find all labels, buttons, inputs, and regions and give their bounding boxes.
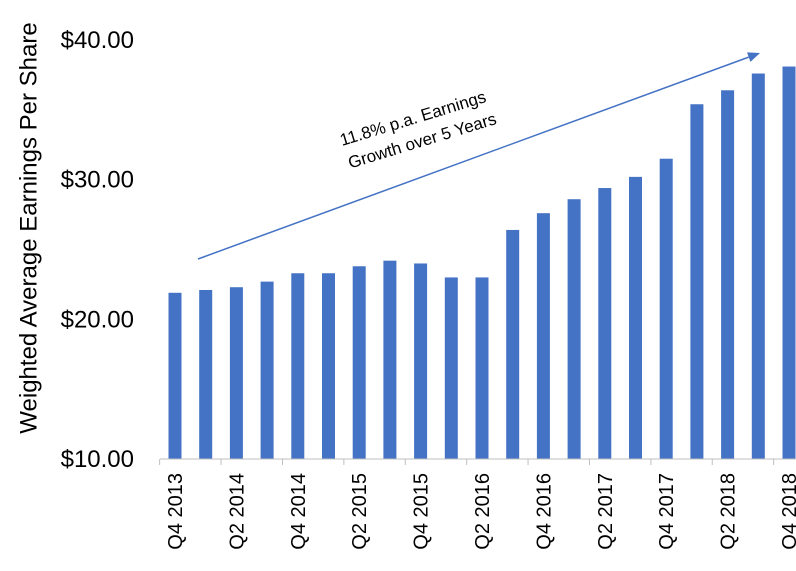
annotation-text: 11.8% p.a. Earnings Growth over 5 Years [338,86,500,173]
y-tick-label: $40.00 [61,27,134,54]
bars [168,66,796,460]
arrow-head-icon [747,52,760,62]
x-axis-tick-marks [159,459,775,465]
y-tick-label: $10.00 [61,446,134,473]
x-tick-label: Q4 2017 [656,473,678,550]
bar [322,273,335,459]
y-tick-label: $20.00 [61,306,134,333]
bar [506,229,520,459]
bar [229,287,243,459]
x-tick-label: Q2 2016 [472,473,494,550]
bar [567,199,581,459]
x-tick-label: Q2 2014 [226,473,248,550]
growth-annotation: 11.8% p.a. Earnings Growth over 5 Years [197,52,760,260]
growth-arrow [197,56,749,260]
x-tick-label: Q4 2014 [288,473,310,550]
bar [598,188,612,459]
x-tick-label: Q4 2018 [779,473,796,550]
bar [690,104,704,459]
bar [168,292,182,459]
bar [291,273,305,459]
x-tick-label: Q4 2015 [411,473,433,550]
bar [199,290,213,459]
bar [782,66,796,459]
bar [352,266,366,459]
x-tick-label: Q4 2016 [533,473,555,550]
bar [721,90,735,459]
x-tick-label: Q2 2018 [718,473,740,550]
bar [444,277,458,459]
x-tick-label: Q2 2017 [595,473,617,550]
bar [659,158,673,459]
y-tick-label: $30.00 [61,167,134,194]
x-axis-ticks: Q4 2013 Q2 2014 Q4 2014 Q2 2015 Q4 2015 Q2 20… [165,473,796,550]
bar [414,263,428,459]
y-axis-label: Weighted Average Earnings Per Share [15,22,42,433]
bar [536,213,550,459]
x-tick-label: Q4 2013 [165,473,187,550]
bar [751,73,765,460]
bar [475,277,489,459]
x-tick-label: Q2 2015 [349,473,371,550]
bar [383,260,397,459]
bar [260,281,274,459]
bar [629,176,642,459]
y-axis-ticks: $10.00 $20.00 $30.00 $40.00 [61,27,134,473]
